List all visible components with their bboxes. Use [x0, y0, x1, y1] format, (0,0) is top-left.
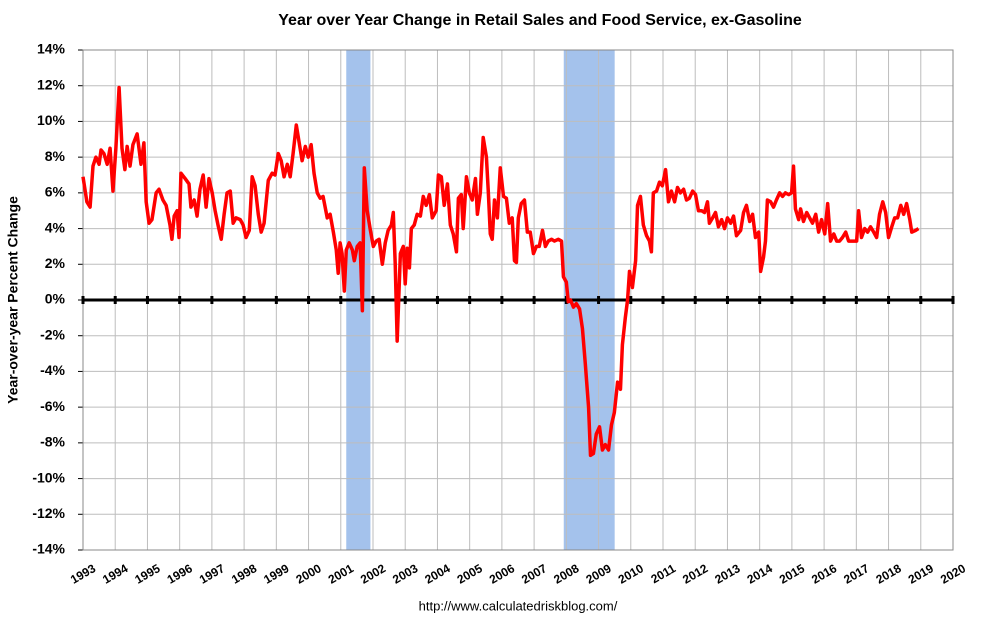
y-tick-label: -10%	[32, 469, 65, 485]
y-tick-label: 14%	[37, 41, 66, 57]
y-tick-label: 8%	[45, 148, 66, 164]
y-tick-label: 12%	[37, 76, 66, 92]
y-tick-label: 0%	[45, 291, 66, 307]
y-tick-label: -8%	[40, 434, 65, 450]
chart-title: Year over Year Change in Retail Sales an…	[278, 12, 802, 29]
y-axis-label: Year-over-year Percent Change	[5, 196, 21, 404]
footer: http://www.calculatedriskblog.com/	[419, 598, 618, 613]
y-tick-label: 6%	[45, 184, 66, 200]
y-tick-label: -2%	[40, 326, 65, 342]
data-line	[81, 85, 920, 458]
y-tick-label: 10%	[37, 112, 66, 128]
y-tick-label: -6%	[40, 398, 65, 414]
y-tick-label: -4%	[40, 362, 65, 378]
y-tick-label: 2%	[45, 255, 66, 271]
y-tick-label: -12%	[32, 505, 65, 521]
y-tick-label: -14%	[32, 541, 65, 557]
y-tick-label: 4%	[45, 219, 66, 235]
